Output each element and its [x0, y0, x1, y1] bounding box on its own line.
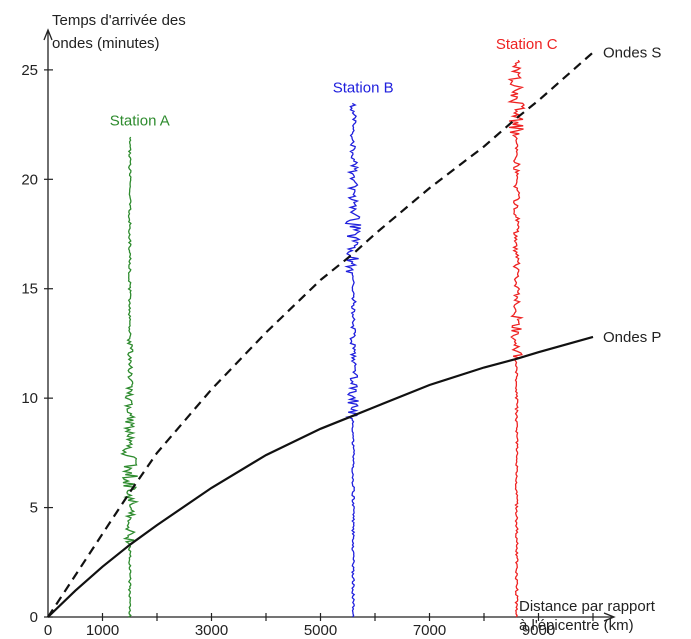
y-axis-arrow	[43, 28, 53, 41]
y-axis-title-line2: ondes (minutes)	[52, 35, 160, 52]
x-axis-title-line1: Distance par rapport	[519, 598, 656, 615]
x-tick-label: 1000	[86, 622, 119, 639]
y-tick-label: 25	[21, 62, 38, 79]
curve-line	[47, 51, 594, 618]
station-trace	[344, 102, 362, 618]
axes: 0 5 10 15 20 25 0 1000 3000 5000 7000 9000	[21, 28, 616, 639]
wave-curves: Ondes P Ondes S	[47, 44, 661, 618]
x-axis-title-line2: à l'épicentre (km)	[519, 617, 634, 634]
y-tick-label: 20	[21, 171, 38, 188]
x-tick-label: 0	[44, 622, 52, 639]
chart-labels: Temps d'arrivée des ondes (minutes) Dist…	[52, 12, 656, 634]
y-tick-label: 5	[30, 500, 38, 517]
y-axis-title-line1: Temps d'arrivée des	[52, 12, 186, 29]
station-label: Station B	[333, 80, 394, 97]
y-tick-label: 15	[21, 281, 38, 298]
y-tick-label: 10	[21, 390, 38, 407]
x-axis-arrow	[603, 612, 616, 622]
station-trace	[507, 59, 526, 618]
curve-line	[47, 335, 594, 618]
station-trace	[120, 136, 140, 618]
curve-label: Ondes P	[603, 329, 661, 346]
station-label: Station C	[496, 36, 558, 53]
x-tick-label: 3000	[195, 622, 228, 639]
x-tick-label: 7000	[413, 622, 446, 639]
station-traces: Station A Station B Station C	[110, 36, 558, 618]
y-tick-label: 0	[30, 609, 38, 626]
x-tick-label: 9000	[522, 622, 555, 639]
x-tick-label: 5000	[304, 622, 337, 639]
curve-label: Ondes S	[603, 44, 661, 61]
station-label: Station A	[110, 113, 170, 130]
